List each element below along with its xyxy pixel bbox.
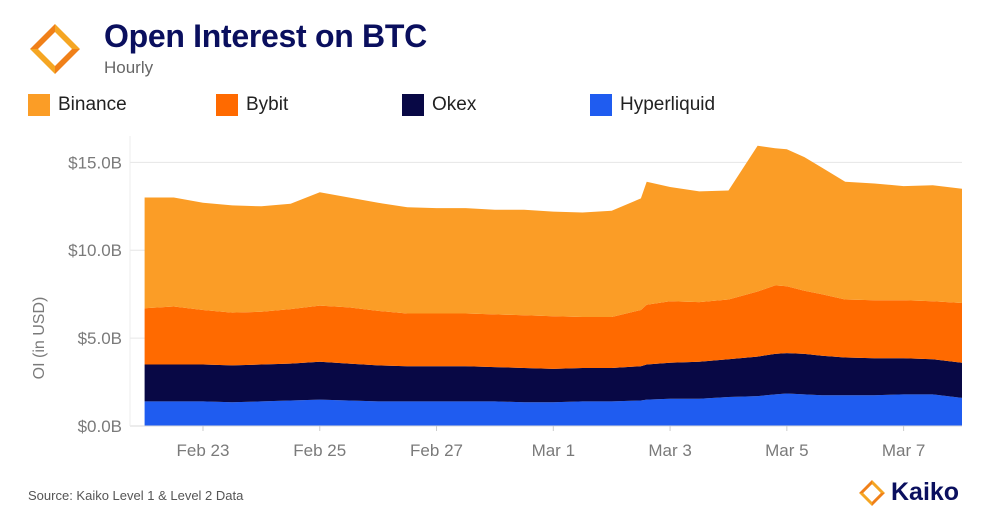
legend-item-hyperliquid: Hyperliquid: [590, 94, 715, 116]
x-tick-label-2: Feb 27: [410, 441, 463, 460]
x-tick-label-4: Mar 3: [648, 441, 691, 460]
source-note: Source: Kaiko Level 1 & Level 2 Data: [28, 488, 244, 503]
y-tick-label-0: $0.0B: [78, 417, 122, 436]
x-tick-label-5: Mar 5: [765, 441, 808, 460]
legend-swatch-binance: [28, 94, 50, 116]
legend-label-hyperliquid: Hyperliquid: [620, 94, 716, 115]
x-tick-label-1: Feb 25: [293, 441, 346, 460]
y-axis-title: OI (in USD): [31, 297, 48, 380]
area-hyperliquid: [144, 393, 963, 426]
brand-mark: Kaiko: [858, 478, 959, 507]
legend-swatch-bybit: [216, 94, 238, 116]
kaiko-logo-icon: [30, 24, 80, 74]
open-interest-chart: $0.0B $5.0B $10.0B $15.0B Feb 23 Feb 25 Feb 27…: [31, 136, 963, 460]
brand-name: Kaiko: [891, 478, 960, 506]
area-binance: [144, 145, 963, 317]
legend-label-okex: Okex: [432, 94, 477, 115]
x-tick-label-6: Mar 7: [882, 441, 925, 460]
y-tick-label-2: $10.0B: [68, 241, 122, 260]
kaiko-brand-icon: [859, 479, 885, 506]
legend-item-bybit: Bybit: [216, 94, 288, 116]
axes: $0.0B $5.0B $10.0B $15.0B Feb 23 Feb 25 Feb 27…: [68, 136, 962, 460]
legend-swatch-hyperliquid: [590, 94, 612, 116]
chart-subtitle: Hourly: [104, 58, 154, 77]
chart-title: Open Interest on BTC: [104, 18, 427, 54]
legend-label-binance: Binance: [58, 94, 127, 115]
area-okex: [144, 353, 963, 403]
area-bybit: [144, 285, 963, 369]
x-tick-label-3: Mar 1: [532, 441, 575, 460]
y-tick-label-3: $15.0B: [68, 153, 122, 172]
legend-label-bybit: Bybit: [246, 94, 289, 115]
y-tick-label-1: $5.0B: [78, 329, 122, 348]
legend-swatch-okex: [402, 94, 424, 116]
legend-item-binance: Binance: [28, 94, 127, 116]
x-tick-label-0: Feb 23: [177, 441, 230, 460]
stacked-areas: [144, 145, 963, 426]
legend-item-okex: Okex: [402, 94, 476, 116]
